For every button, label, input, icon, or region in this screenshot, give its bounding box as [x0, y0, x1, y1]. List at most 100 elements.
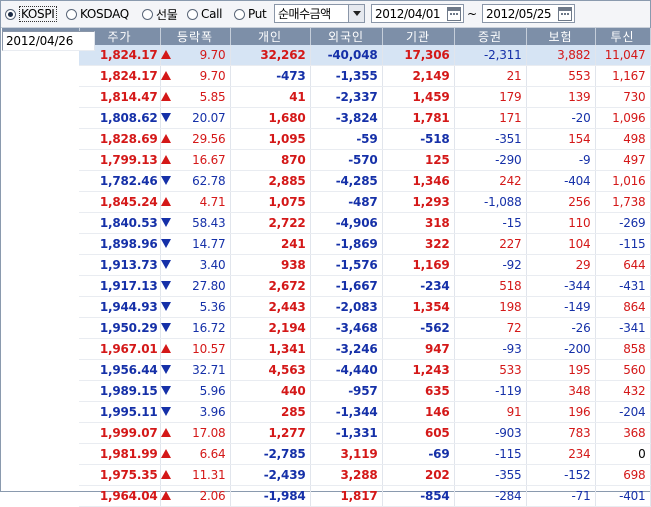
- column-header-trust[interactable]: 투신: [595, 28, 651, 45]
- trust-cell: 560: [595, 359, 651, 381]
- column-header-price[interactable]: 주가: [79, 28, 161, 45]
- triangle-down-icon: [161, 113, 172, 122]
- institution-cell: 1,459: [382, 86, 455, 108]
- chevron-down-icon[interactable]: [348, 5, 364, 22]
- securities-cell: -2,311: [454, 45, 527, 66]
- end-date-field[interactable]: 2012/05/25: [482, 4, 575, 23]
- foreign-cell: -4,440: [310, 359, 383, 381]
- securities-cell: 179: [454, 86, 527, 108]
- metric-dropdown[interactable]: 순매수금액: [274, 4, 365, 23]
- change-direction-cell: [160, 128, 172, 150]
- table-row[interactable]: 2012/05/081,967.0110.571,341-3,246947-93…: [2, 31, 651, 360]
- triangle-down-icon: [161, 239, 172, 248]
- institution-cell: 322: [382, 233, 455, 255]
- change-cell: 9.70: [172, 65, 231, 87]
- radio-put[interactable]: Put: [234, 6, 267, 22]
- table-row[interactable]: 2012/05/091,950.2916.722,194-3,468-56272…: [2, 31, 651, 339]
- calendar-icon[interactable]: [558, 6, 572, 21]
- investor-trading-window: KOSPI KOSDAQ 선물 Call Put 순매수금액 2012/04/0…: [0, 0, 651, 492]
- change-cell: 9.70: [172, 45, 231, 66]
- table-row[interactable]: 2012/04/271,975.3511.31-2,4393,288202-35…: [2, 31, 651, 486]
- price-cell: 1,782.46: [79, 170, 161, 192]
- column-header-securities[interactable]: 증권: [454, 28, 527, 45]
- triangle-up-icon: [161, 197, 172, 206]
- insurance-cell: 256: [526, 191, 596, 213]
- individual-cell: 2,672: [230, 275, 311, 297]
- table-row[interactable]: 2012/05/031,995.113.96285-1,34414691196-…: [2, 31, 651, 423]
- change-direction-cell: [160, 107, 172, 129]
- table-row[interactable]: 2012/05/211,799.1316.67870-570125-290-94…: [2, 31, 651, 171]
- individual-cell: 2,194: [230, 317, 311, 339]
- securities-cell: -903: [454, 422, 527, 444]
- triangle-down-icon: [161, 386, 172, 395]
- table-row[interactable]: 2012/04/301,981.996.64-2,7853,119-69-115…: [2, 31, 651, 465]
- change-cell: 3.96: [172, 401, 231, 423]
- column-header-change[interactable]: 등락폭: [160, 28, 231, 45]
- metric-dropdown-value: 순매수금액: [278, 7, 331, 21]
- foreign-cell: -4,906: [310, 212, 383, 234]
- column-header-foreign[interactable]: 외국인: [310, 28, 383, 45]
- securities-cell: 242: [454, 170, 527, 192]
- calendar-icon[interactable]: [447, 6, 461, 21]
- securities-cell: 72: [454, 317, 527, 339]
- individual-cell: 1,341: [230, 338, 311, 360]
- start-date-field[interactable]: 2012/04/01: [371, 4, 464, 23]
- change-cell: 20.07: [172, 107, 231, 129]
- radio-call[interactable]: Call: [187, 6, 223, 22]
- table-row[interactable]: 2012/05/111,917.1327.802,672-1,667-23451…: [2, 31, 651, 297]
- total-row[interactable]: 기간합계1,824.179.7032,262-40,04817,306-2,31…: [2, 31, 651, 66]
- column-header-institution[interactable]: 기관: [382, 28, 455, 45]
- table-row[interactable]: 2012/05/221,828.6929.561,095-59-518-3511…: [2, 31, 651, 150]
- price-cell: 1,950.29: [79, 317, 161, 339]
- trust-cell: 498: [595, 128, 651, 150]
- table-row[interactable]: 2012/05/161,840.5358.432,722-4,906318-15…: [2, 31, 651, 234]
- individual-cell: -473: [230, 65, 311, 87]
- start-date-value: 2012/04/01: [375, 6, 441, 21]
- date-range-separator: ~: [467, 7, 478, 21]
- change-cell: 5.96: [172, 380, 231, 402]
- triangle-down-icon: [161, 302, 172, 311]
- column-header-individual[interactable]: 개인: [230, 28, 311, 45]
- table-row[interactable]: 2012/05/231,808.6220.071,680-3,8241,7811…: [2, 31, 651, 129]
- change-cell: 27.80: [172, 275, 231, 297]
- individual-cell: 1,277: [230, 422, 311, 444]
- radio-futures[interactable]: 선물: [142, 6, 178, 22]
- trust-cell: 11,047: [595, 45, 651, 66]
- table-row[interactable]: 2012/04/26 1,964.04 2.06 -1,984 1,817 -854 -28…: [2, 31, 651, 507]
- table-row[interactable]: 2012/05/141,913.733.40938-1,5761,169-922…: [2, 31, 651, 276]
- table-row[interactable]: 2012/05/181,782.4662.782,885-4,2851,3462…: [2, 31, 651, 192]
- insurance-cell: -26: [526, 317, 596, 339]
- table-row[interactable]: 2012/05/251,824.179.70-473-1,3552,149215…: [2, 31, 651, 87]
- individual-cell: 41: [230, 86, 311, 108]
- table-row[interactable]: 2012/05/151,898.9614.77241-1,86932222710…: [2, 31, 651, 255]
- table-row[interactable]: 2012/05/071,956.4432.714,563-4,4401,2435…: [2, 31, 651, 381]
- trust-cell: 1,167: [595, 65, 651, 87]
- institution-cell: 1,293: [382, 191, 455, 213]
- price-cell: 1,917.13: [79, 275, 161, 297]
- triangle-up-icon: [161, 449, 172, 458]
- table-row[interactable]: 2012/05/101,944.935.362,443-2,0831,35419…: [2, 31, 651, 318]
- change-direction-cell: [160, 443, 172, 465]
- triangle-down-icon: [161, 323, 172, 332]
- price-cell: 1,824.17: [79, 45, 161, 66]
- change-direction-cell: [160, 317, 172, 339]
- table-row[interactable]: 2012/05/021,999.0717.081,277-1,331605-90…: [2, 31, 651, 444]
- change-direction-cell: [160, 296, 172, 318]
- foreign-cell: -59: [310, 128, 383, 150]
- trust-cell: -269: [595, 212, 651, 234]
- filter-toolbar: KOSPI KOSDAQ 선물 Call Put 순매수금액 2012/04/0…: [1, 1, 650, 28]
- price-cell: 1,808.62: [79, 107, 161, 129]
- column-header-insurance[interactable]: 보험: [526, 28, 596, 45]
- radio-kosdaq[interactable]: KOSDAQ: [66, 6, 129, 22]
- table-row[interactable]: 2012/05/171,845.244.711,075-4871,293-1,0…: [2, 31, 651, 213]
- foreign-cell: -1,576: [310, 254, 383, 276]
- securities-cell: 533: [454, 359, 527, 381]
- insurance-cell: -404: [526, 170, 596, 192]
- radio-kospi[interactable]: KOSPI: [5, 6, 57, 22]
- table-row[interactable]: 2012/05/241,814.475.8541-2,3371,45917913…: [2, 31, 651, 108]
- institution-cell: -854: [382, 485, 455, 507]
- change-direction-cell: [160, 422, 172, 444]
- institution-cell: 125: [382, 149, 455, 171]
- table-row[interactable]: 2012/05/041,989.155.96440-957635-1193484…: [2, 31, 651, 402]
- institution-cell: 202: [382, 464, 455, 486]
